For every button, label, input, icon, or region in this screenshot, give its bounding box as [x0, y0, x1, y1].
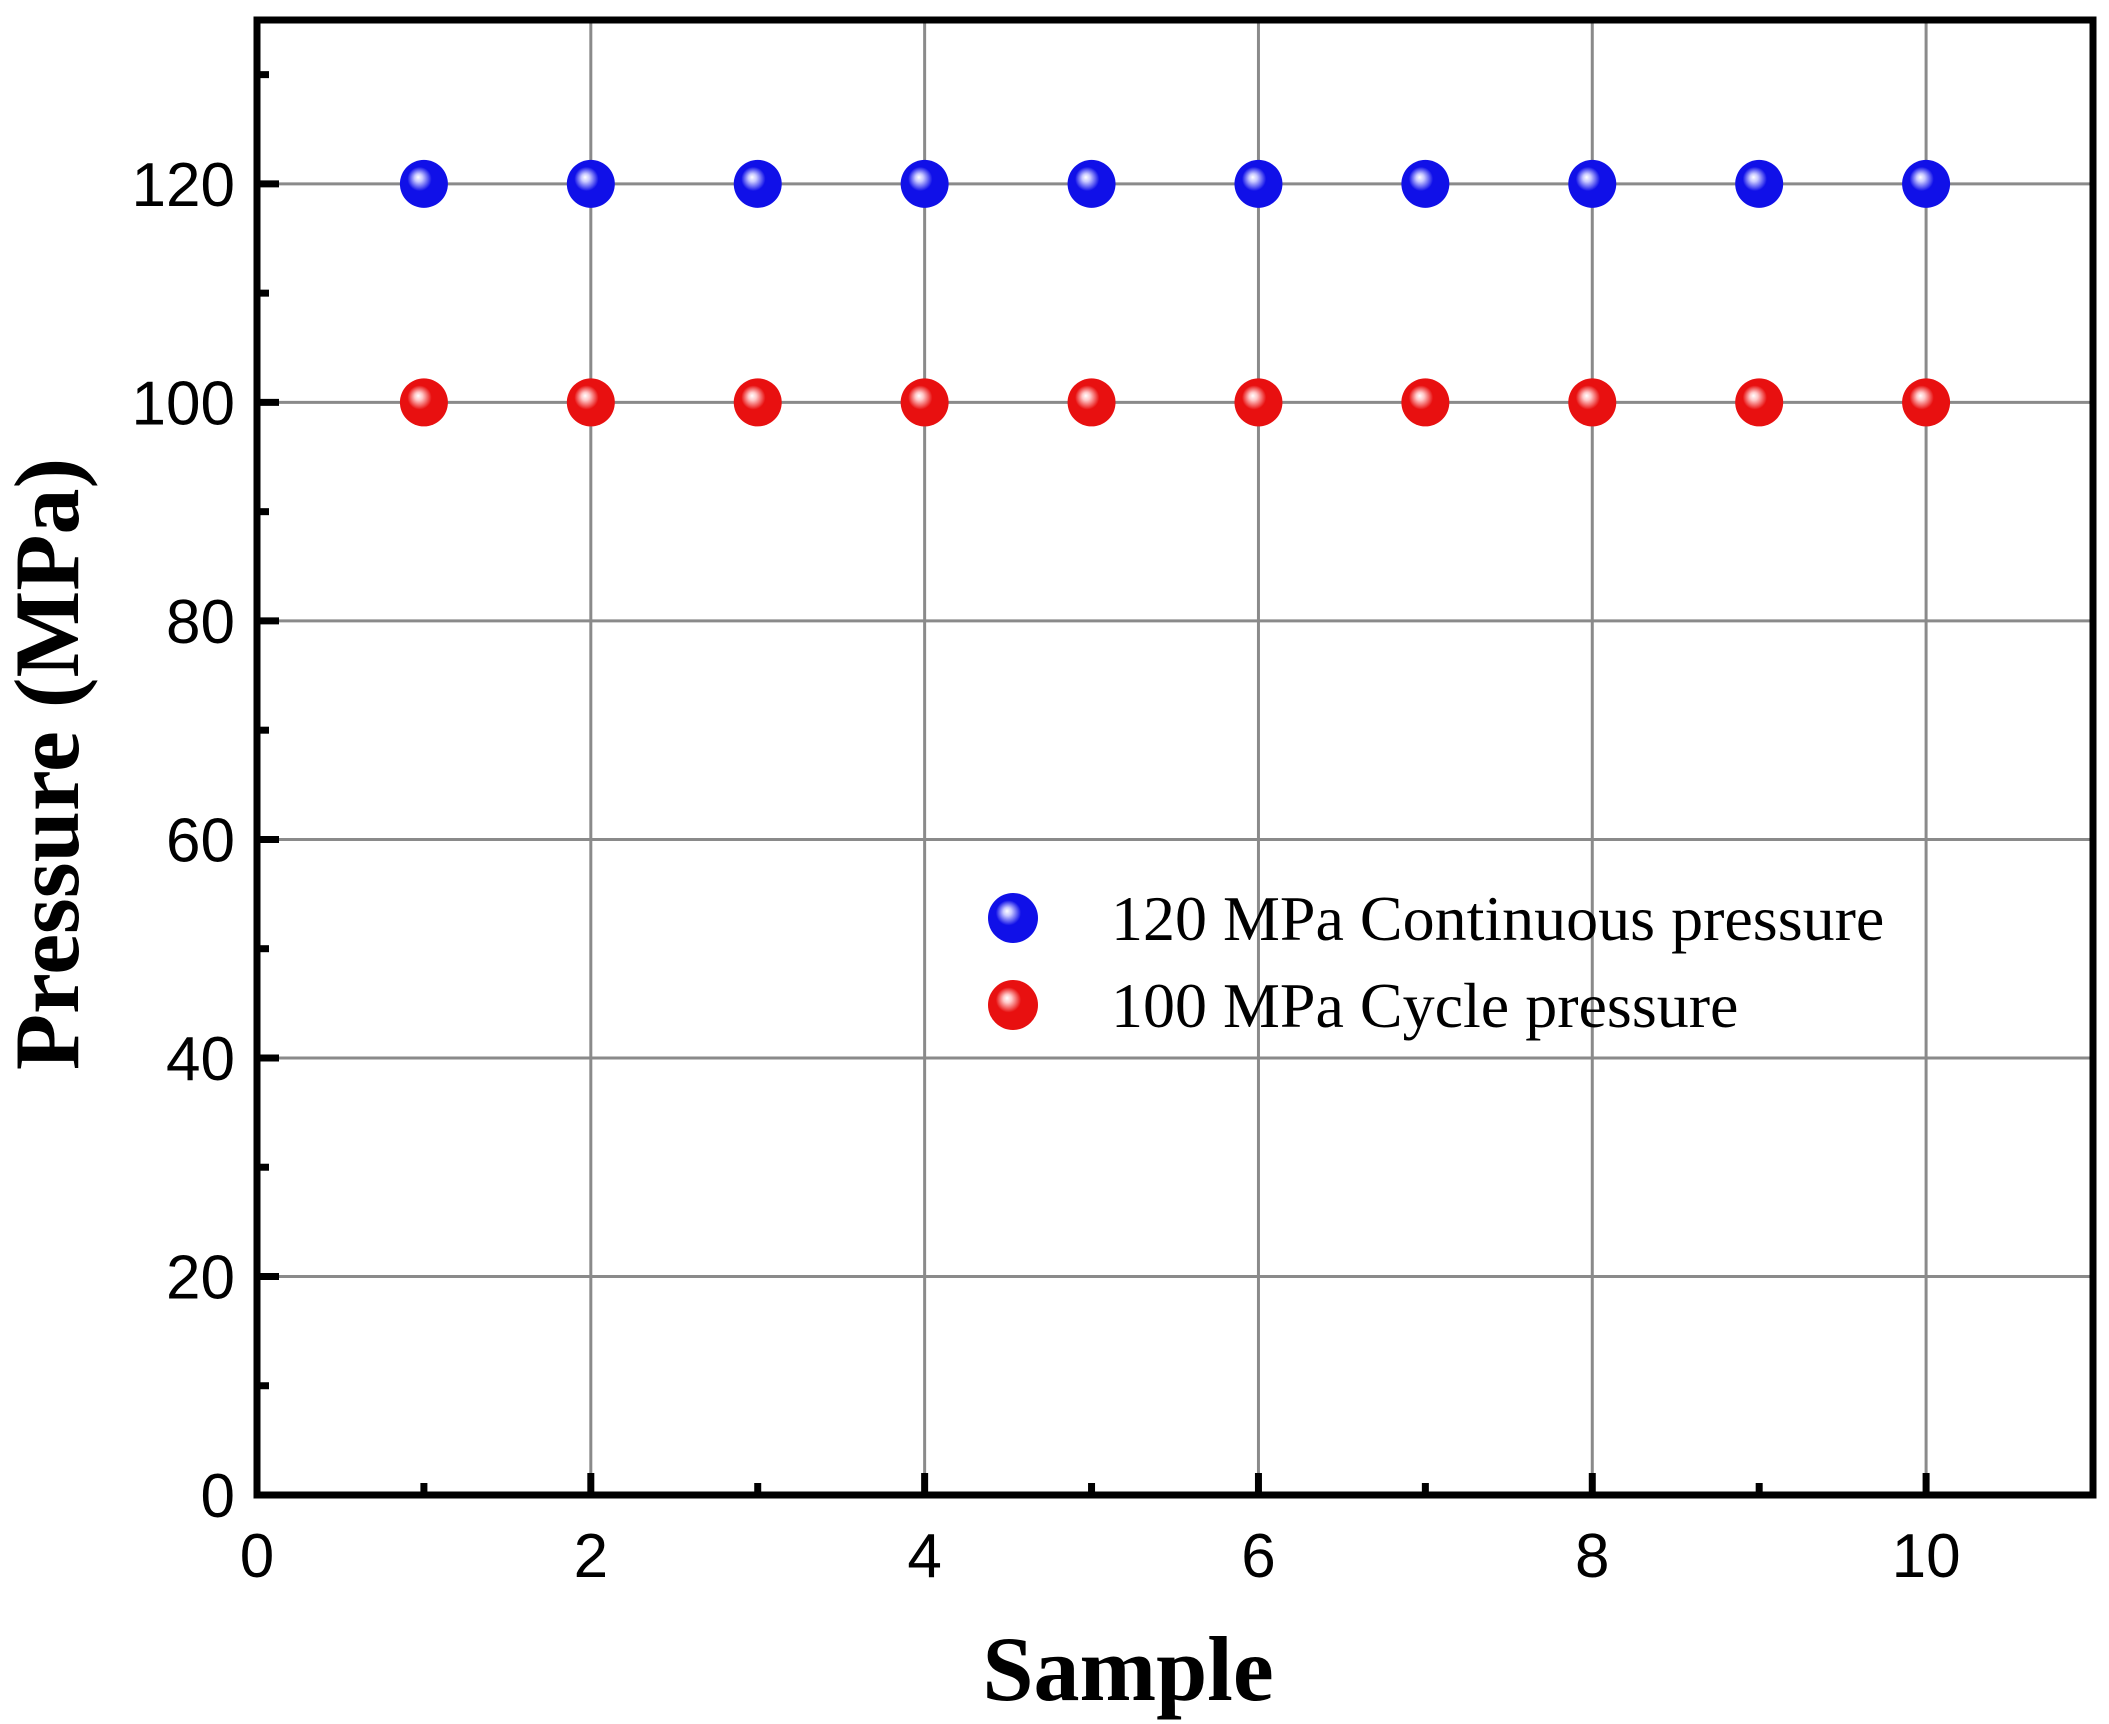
data-point-series-2: [1735, 378, 1784, 427]
data-point-series-2: [1067, 378, 1116, 427]
x-tick-label: 10: [1892, 1522, 1961, 1591]
y-tick-label: 60: [166, 806, 235, 875]
legend-marker: [988, 893, 1038, 943]
data-point-series-2: [399, 378, 448, 427]
data-point-series-1: [399, 159, 448, 208]
data-points: [399, 159, 1951, 427]
y-tick-label: 20: [166, 1243, 235, 1312]
grid: [257, 20, 2093, 1495]
data-point-series-2: [900, 378, 949, 427]
legend-label: 120 MPa Continuous pressure: [1111, 883, 1884, 954]
data-point-series-2: [733, 378, 782, 427]
data-point-series-1: [1902, 159, 1951, 208]
data-point-series-1: [566, 159, 615, 208]
x-tick-label: 8: [1575, 1522, 1609, 1591]
data-point-series-1: [900, 159, 949, 208]
plot-frame: [253, 16, 2097, 1499]
data-point-series-1: [1735, 159, 1784, 208]
legend-marker: [988, 980, 1038, 1030]
data-point-series-2: [1401, 378, 1450, 427]
x-tick-label: 2: [574, 1522, 608, 1591]
y-tick-label: 120: [132, 151, 235, 220]
x-tick-label: 0: [240, 1522, 274, 1591]
y-tick-label: 40: [166, 1025, 235, 1094]
axis-ticks: [253, 71, 1930, 1499]
legend: 120 MPa Continuous pressure 100 MPa Cycle…: [988, 883, 1884, 1041]
data-point-series-2: [566, 378, 615, 427]
data-point-series-1: [733, 159, 782, 208]
data-point-series-2: [1902, 378, 1951, 427]
y-tick-label: 0: [201, 1462, 235, 1531]
y-axis-title: Pressure (MPa): [0, 458, 98, 1070]
x-axis-title: Sample: [982, 1618, 1273, 1720]
data-point-series-2: [1234, 378, 1283, 427]
data-point-series-1: [1067, 159, 1116, 208]
x-tick-label: 4: [907, 1522, 941, 1591]
data-point-series-2: [1568, 378, 1617, 427]
data-point-series-1: [1401, 159, 1450, 208]
y-tick-label: 100: [132, 369, 235, 438]
data-point-series-1: [1234, 159, 1283, 208]
x-tick-label: 6: [1241, 1522, 1275, 1591]
y-tick-label: 80: [166, 588, 235, 657]
legend-label: 100 MPa Cycle pressure: [1111, 970, 1738, 1041]
data-point-series-1: [1568, 159, 1617, 208]
